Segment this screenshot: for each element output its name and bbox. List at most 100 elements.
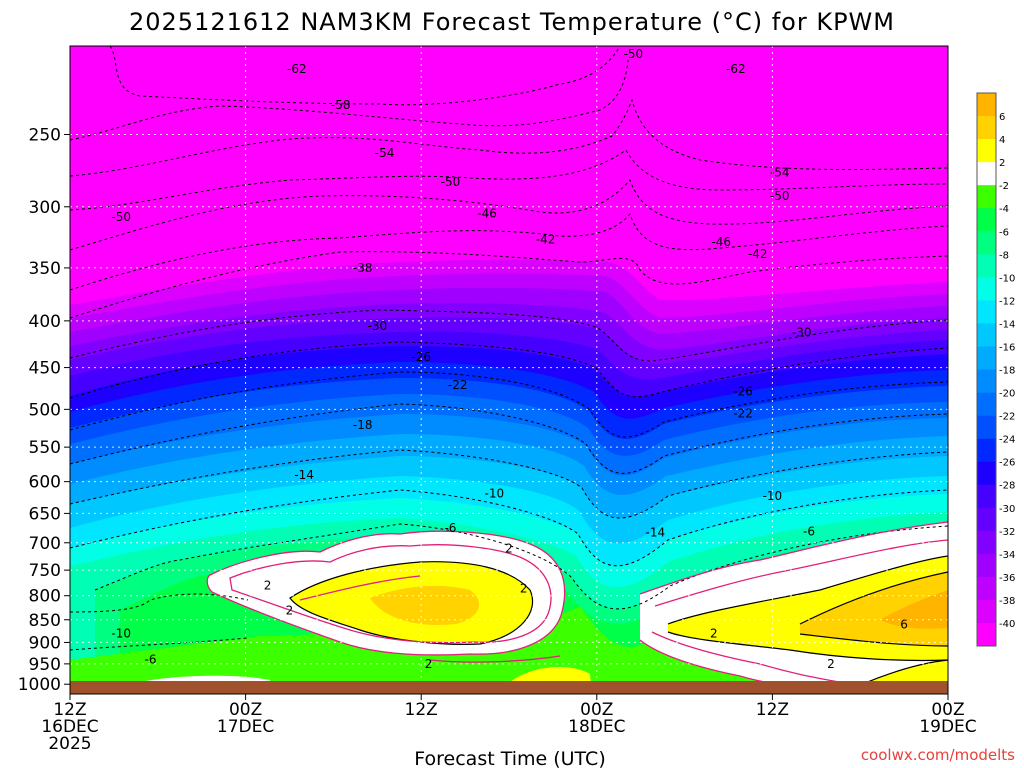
contour-label: -18: [353, 418, 373, 432]
y-tick-label: 850: [29, 611, 61, 631]
contour-label-group: -62-58-54-50-46-42-38-30-26-22-18-14-10-…: [111, 47, 908, 671]
contour-line: [229, 544, 552, 644]
x-tick-label: 17DEC: [217, 717, 274, 737]
y-axis: 2503003504004505005506006507007508008509…: [18, 125, 70, 695]
colorbar-tick-label: -2: [999, 181, 1009, 192]
contour-line: [206, 530, 566, 656]
warm-core-gold: [370, 585, 479, 625]
contour-label: -26: [411, 350, 431, 364]
contour-label: -14: [646, 525, 666, 539]
contour-line: [667, 555, 948, 625]
contour-line: [70, 98, 948, 177]
contour-label: -22: [733, 406, 753, 420]
plot-frame: [69, 45, 949, 695]
colorbar-swatch: [977, 622, 996, 647]
contour-label: -10: [763, 489, 783, 503]
colorbar-swatch: [977, 162, 996, 186]
x-tick-label: 00Z: [229, 700, 262, 720]
x-tick-label: 2025: [48, 734, 91, 754]
contour-label: 2: [827, 657, 835, 671]
y-tick-label: 650: [29, 504, 61, 524]
colorbar-tick-label: -14: [999, 319, 1015, 330]
contour-line: [667, 631, 948, 662]
contour-label: -42: [536, 233, 556, 247]
contour-line: [799, 571, 948, 625]
colorbar-tick-label: 2: [999, 158, 1005, 169]
contour-label: 2: [505, 541, 513, 555]
y-tick-label: 600: [29, 473, 61, 493]
y-tick-label: 750: [29, 561, 61, 581]
colorbar-frame: [976, 92, 997, 647]
contour-label: -50: [770, 189, 790, 203]
y-tick-label: 900: [29, 633, 61, 653]
contour-label: -26: [733, 385, 753, 399]
colorbar-tick-label: -30: [999, 504, 1015, 515]
x-axis-label: Forecast Time (UTC): [414, 748, 605, 768]
contour-line: [654, 539, 948, 607]
colorbar-tick-label: 4: [999, 135, 1005, 146]
contour-line: [429, 655, 561, 663]
colorbar-swatch: [977, 553, 996, 578]
colorbar-tick-label: -40: [999, 619, 1015, 630]
contour-label: -10: [485, 486, 505, 500]
colorbar-swatch: [977, 369, 996, 393]
contour-label: -22: [448, 378, 468, 392]
contour-label: -50: [111, 210, 131, 224]
colorbar-swatch: [977, 300, 996, 324]
contour-label: -54: [770, 165, 790, 179]
y-tick-label: 250: [29, 125, 61, 145]
x-tick-label: 00Z: [931, 700, 964, 720]
colorbar-swatch: [977, 576, 996, 601]
colorbar-swatch: [977, 484, 996, 509]
contour-label: 2: [264, 579, 272, 593]
colorbar-tick-label: -32: [999, 527, 1015, 538]
warm-core-orange-east: [880, 590, 948, 629]
colorbar-tick-label: -34: [999, 550, 1015, 561]
colorbar-tick-label: -10: [999, 273, 1015, 284]
y-tick-label: 950: [29, 655, 61, 675]
colorbar-swatch: [977, 93, 996, 117]
colorbar-tick-label: -26: [999, 458, 1015, 469]
chart-title: 2025121612 NAM3KM Forecast Temperature (…: [129, 8, 895, 36]
colorbar-tick-label: -16: [999, 342, 1015, 353]
contour-label: -14: [294, 468, 314, 482]
contour-line: [70, 489, 948, 567]
colorbar-swatch: [977, 346, 996, 370]
contour-label: -30: [367, 319, 387, 333]
contour-label: -6: [803, 524, 815, 538]
contour-label: -6: [144, 653, 156, 667]
colorbar-tick-label: -38: [999, 596, 1015, 607]
plot-area: -62-58-54-50-46-42-38-30-26-22-18-14-10-…: [70, 46, 948, 694]
colorbar-swatch: [977, 392, 996, 416]
colorbar-tick-label: -6: [999, 227, 1009, 238]
contour-label: 2: [286, 603, 294, 617]
colorbar-tick-label: -28: [999, 481, 1015, 492]
colorbar-swatch: [977, 415, 996, 439]
colorbar: 6 4 2 -2 -4 -6 -8 -10 -12 -14 -16 -18 -20 -22 -24 -26 -2…: [976, 92, 1015, 647]
y-tick-label: 550: [29, 438, 61, 458]
contour-line: [70, 309, 948, 362]
x-tick-label: 12Z: [53, 700, 86, 720]
colorbar-swatch: [977, 277, 996, 301]
contour-line: [299, 575, 421, 601]
colorbar-swatch: [977, 116, 996, 140]
colorbar-tick-label: -4: [999, 204, 1009, 215]
x-tick-label: 12Z: [405, 700, 438, 720]
colorbar-swatch: [977, 254, 996, 278]
contour-label: -46: [477, 206, 497, 220]
contour-label: -50: [441, 175, 461, 189]
colorbar-swatch: [977, 139, 996, 163]
contour-label: 2: [520, 582, 528, 596]
contour-line: [639, 521, 948, 595]
y-tick-label: 400: [29, 312, 61, 332]
contour-line: [70, 637, 249, 651]
colorbar-tick-label: -20: [999, 389, 1015, 400]
contour-label: -58: [331, 98, 351, 112]
contour-label: -30: [792, 326, 812, 340]
contour-label: 6: [900, 617, 908, 631]
contour-label: -62: [287, 62, 307, 76]
x-tick-label: 16DEC: [41, 717, 98, 737]
contour-line: [94, 523, 948, 610]
